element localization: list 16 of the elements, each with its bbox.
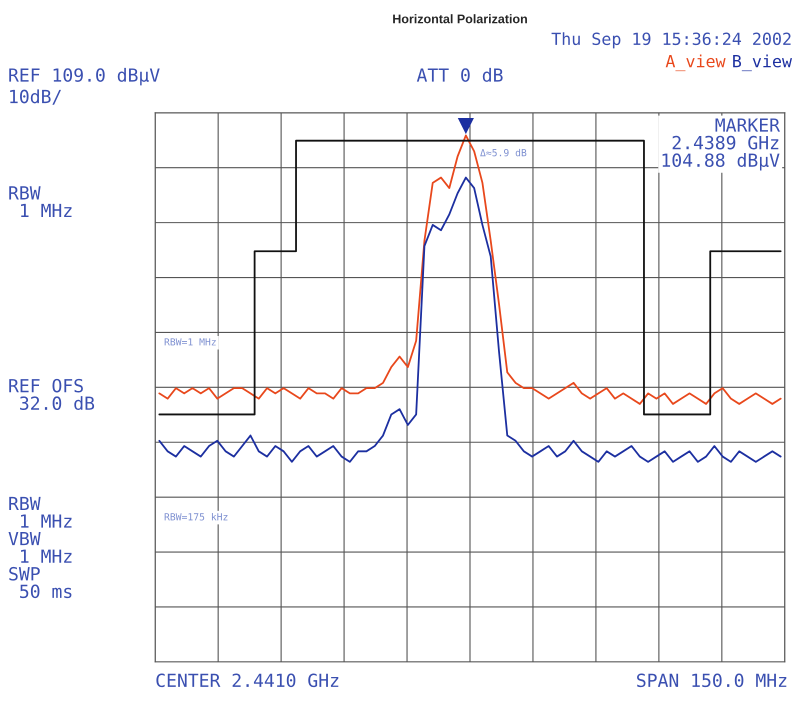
text: REF OFS 32.0 dB <box>9 378 94 410</box>
text: CENTER 2.4410 GHz <box>156 674 338 688</box>
chart-title: Horizontal Polarization <box>393 14 527 24</box>
text: SPAN 150.0 MHz <box>637 674 786 688</box>
text: B_view <box>733 54 792 72</box>
annotation: MARKER 2.4389 GHz 104.88 dBμV <box>662 118 780 171</box>
text: REF 109.0 dBμV <box>9 68 160 86</box>
text: 10dB/ <box>10 89 61 105</box>
text: RBW 1 MHz <box>9 186 72 218</box>
text: ATT 0 dB <box>416 68 503 82</box>
annotation: RBW=1 MHz <box>164 338 216 346</box>
text: RBW 1 MHz VBW 1 MHz SWP 50 ms <box>8 496 72 598</box>
annotation: Δ≈5.9 dB <box>480 148 526 156</box>
text: Thu Sep 19 15:36:24 2002 <box>552 32 791 48</box>
annotation: RBW=175 kHz <box>164 512 228 520</box>
text: A_view <box>666 54 726 72</box>
